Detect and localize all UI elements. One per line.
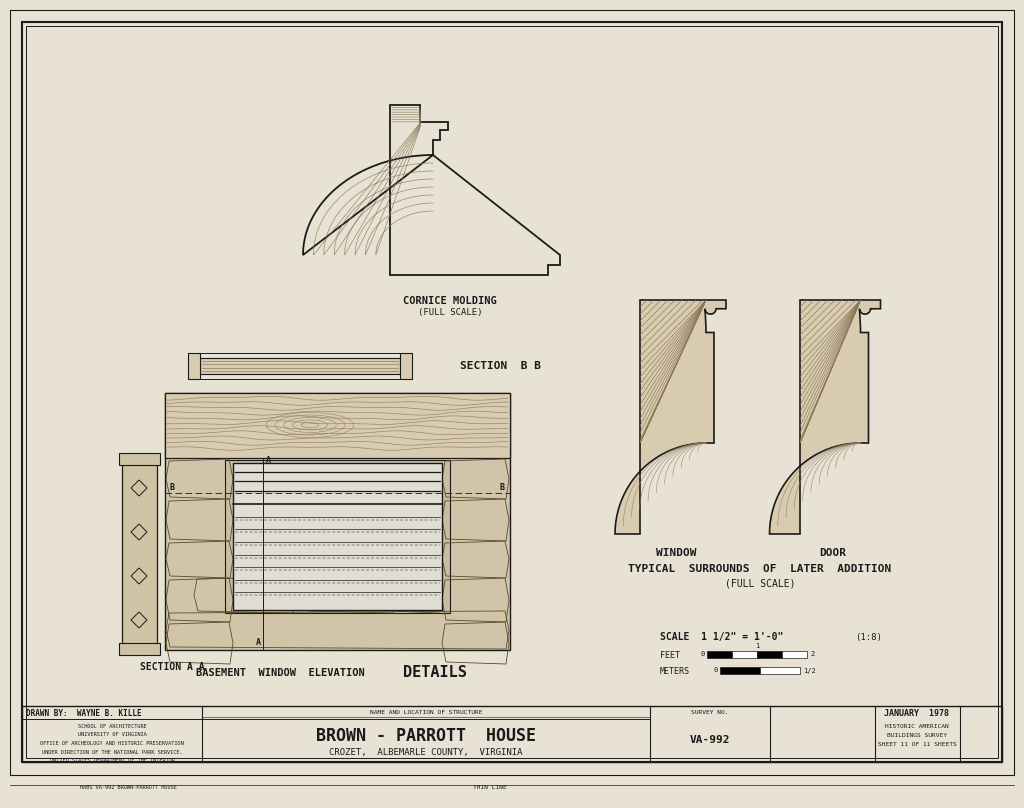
Bar	[122, 458, 157, 650]
Text: SURVEY NO.: SURVEY NO.	[691, 709, 729, 714]
Text: B: B	[500, 483, 505, 492]
Text: SHEET 11 OF 11 SHEETS: SHEET 11 OF 11 SHEETS	[878, 742, 956, 747]
Text: (FULL SCALE): (FULL SCALE)	[418, 308, 482, 317]
Text: B: B	[170, 483, 175, 492]
Bar	[22, 706, 1002, 762]
Text: BASEMENT  WINDOW  ELEVATION: BASEMENT WINDOW ELEVATION	[196, 668, 365, 678]
Text: DETAILS: DETAILS	[403, 665, 467, 680]
Text: CORNICE MOLDING: CORNICE MOLDING	[403, 296, 497, 306]
Bar	[188, 353, 200, 379]
Text: UNDER DIRECTION OF THE NATIONAL PARK SERVICE.: UNDER DIRECTION OF THE NATIONAL PARK SER…	[42, 750, 182, 755]
Text: 1/2: 1/2	[803, 667, 816, 674]
Bar	[119, 453, 160, 465]
Text: FEET: FEET	[660, 651, 680, 660]
Bar	[400, 353, 412, 379]
Polygon shape	[303, 105, 560, 275]
Text: 1: 1	[755, 643, 759, 649]
Text: 0: 0	[714, 667, 718, 674]
Text: SECTION A A: SECTION A A	[140, 662, 205, 672]
Text: HABS VA-992 BROWN-PARROTT HOUSE: HABS VA-992 BROWN-PARROTT HOUSE	[80, 785, 177, 790]
Text: TYPICAL  SURROUNDS  OF  LATER  ADDITION: TYPICAL SURROUNDS OF LATER ADDITION	[629, 564, 892, 574]
Text: UNITED STATES DEPARTMENT OF THE INTERIOR: UNITED STATES DEPARTMENT OF THE INTERIOR	[49, 758, 174, 763]
Bar	[757, 651, 782, 658]
Text: SCALE  1 1/2" = 1'-0": SCALE 1 1/2" = 1'-0"	[660, 632, 783, 642]
Bar	[119, 643, 160, 655]
Polygon shape	[615, 300, 726, 534]
Text: METERS: METERS	[660, 667, 690, 676]
Text: SECTION  B B: SECTION B B	[460, 361, 541, 371]
Text: A: A	[266, 456, 271, 465]
Bar	[720, 667, 760, 674]
Text: 0: 0	[700, 651, 705, 658]
Text: VA-992: VA-992	[690, 735, 730, 745]
Bar	[188, 353, 412, 379]
Polygon shape	[165, 393, 510, 458]
Text: 2: 2	[810, 651, 814, 658]
Bar	[200, 358, 400, 374]
Text: WINDOW: WINDOW	[655, 548, 696, 558]
Text: NAME AND LOCATION OF STRUCTURE: NAME AND LOCATION OF STRUCTURE	[370, 709, 482, 714]
Text: JANUARY  1978: JANUARY 1978	[885, 709, 949, 718]
Text: HISTORIC AMERICAN: HISTORIC AMERICAN	[885, 724, 949, 729]
Text: (1:8): (1:8)	[855, 633, 882, 642]
Bar	[760, 667, 800, 674]
Bar	[225, 460, 450, 613]
Text: A: A	[256, 638, 261, 647]
Text: THIN LINE: THIN LINE	[473, 785, 507, 790]
Bar	[732, 651, 757, 658]
Polygon shape	[769, 300, 881, 534]
Text: BROWN - PARROTT  HOUSE: BROWN - PARROTT HOUSE	[316, 727, 536, 745]
Text: UNIVERSITY OF VIRGINIA: UNIVERSITY OF VIRGINIA	[78, 733, 146, 738]
Text: SCHOOL OF ARCHITECTURE: SCHOOL OF ARCHITECTURE	[78, 724, 146, 729]
Text: DRAWN BY:  WAYNE B. KILLE: DRAWN BY: WAYNE B. KILLE	[26, 709, 141, 718]
Text: CROZET,  ALBEMARLE COUNTY,  VIRGINIA: CROZET, ALBEMARLE COUNTY, VIRGINIA	[330, 747, 522, 756]
Bar	[782, 651, 807, 658]
Bar	[707, 651, 732, 658]
Text: (FULL SCALE): (FULL SCALE)	[725, 578, 796, 588]
Text: BUILDINGS SURVEY: BUILDINGS SURVEY	[887, 733, 947, 738]
Bar	[165, 393, 510, 650]
Text: DOOR: DOOR	[819, 548, 847, 558]
Bar	[233, 463, 442, 610]
Text: OFFICE OF ARCHEOLOGY AND HISTORIC PRESERVATION: OFFICE OF ARCHEOLOGY AND HISTORIC PRESER…	[40, 741, 184, 746]
